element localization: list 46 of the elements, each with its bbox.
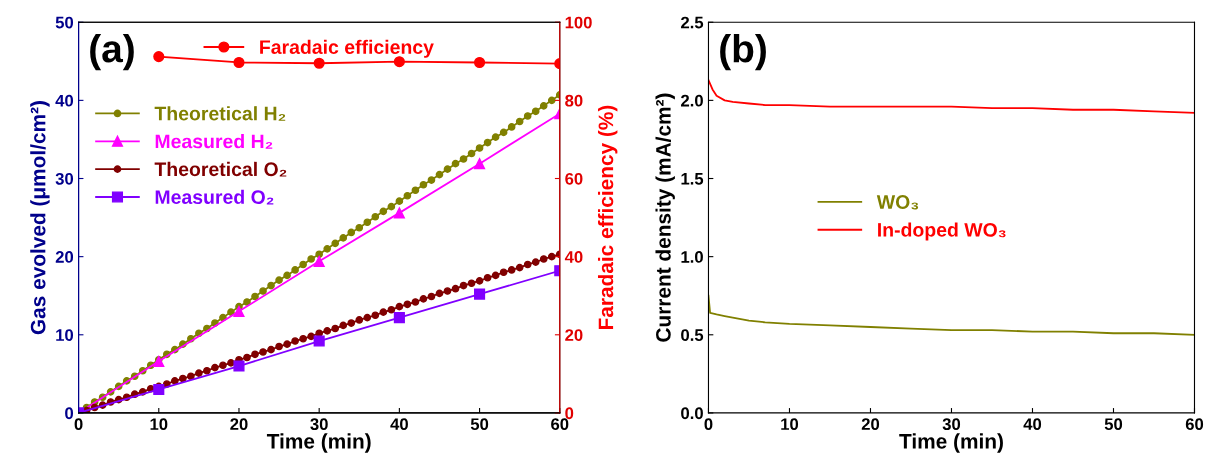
x-tick-label: 30 [310,418,328,431]
legend-label: Faradaic efficiency [260,39,434,58]
legend-label: Measured O₂ [155,189,274,205]
x-tick-label: 0 [704,418,713,431]
x-axis-title: Time (min) [899,433,1003,453]
y2-tick-label: 40 [564,251,583,263]
x-tick-label: 30 [942,418,961,431]
y2-tick-label: 20 [565,329,583,341]
y2-tick-label: 80 [565,94,583,107]
x-tick-label: 60 [551,418,569,431]
legend-label: Theoretical H₂ [154,106,286,121]
x-tick-label: 40 [1023,418,1042,431]
y-tick-label: 20 [55,251,74,263]
y2-tick-label: 100 [565,16,592,29]
y-tick-label: 2.0 [681,94,703,107]
x-tick-label: 40 [390,418,408,431]
y-tick-label: 2.5 [681,16,704,29]
y-tick-label: 10 [56,329,74,341]
y-tick-label: 0.0 [681,407,703,420]
y2-tick-label: 0 [565,407,574,420]
x-tick-label: 10 [781,418,799,431]
legend-label: In-doped WO₃ [878,222,1006,241]
y2-axis-title: Faradaic efficiency (%) [597,105,618,330]
y-axis-title: Current density (mA/cm²) [655,93,675,342]
y-axis-title: Gas evolved (μmol/cm²) [30,101,50,335]
x-tick-label: 0 [74,418,83,431]
annotation: (b) [720,33,766,71]
y2-tick-label: 60 [565,172,583,185]
x-tick-label: 20 [230,418,248,431]
x-tick-label: 10 [150,418,168,431]
legend-label: Measured H₂ [155,134,273,149]
x-axis-title: Time (min) [266,433,371,453]
x-tick-label: 60 [1185,418,1204,431]
y-tick-label: 50 [55,16,74,29]
y-tick-label: 30 [55,172,74,185]
x-tick-label: 20 [861,418,880,431]
legend-label: WO₃ [876,195,919,210]
y-tick-label: 0 [65,407,74,420]
legend-label: Theoretical O₂ [154,161,287,177]
y-tick-label: 1.5 [681,173,704,185]
y-tick-label: 0.5 [681,329,704,341]
annotation: (a) [90,33,134,71]
y-tick-label: 40 [55,94,74,107]
x-tick-label: 50 [1104,418,1123,431]
x-tick-label: 50 [470,418,489,431]
y-tick-label: 1.0 [681,251,703,263]
